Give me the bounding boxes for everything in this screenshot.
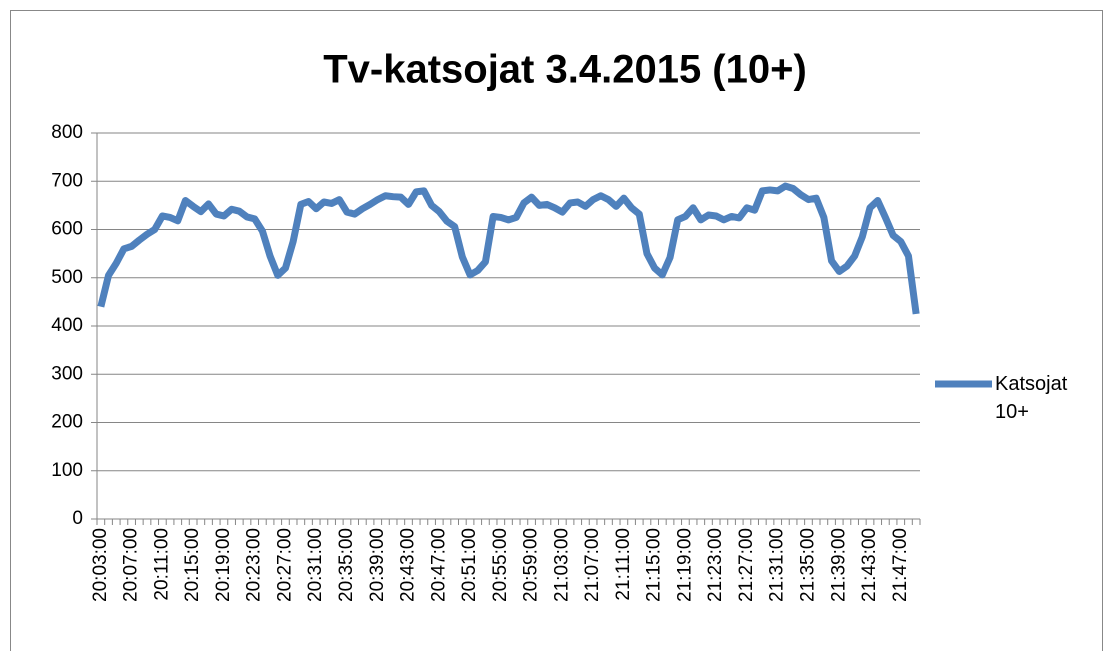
x-tick-label: 21:19:00	[674, 528, 695, 602]
y-tick-label: 200	[51, 412, 83, 433]
x-tick-label: 20:19:00	[213, 528, 234, 602]
x-tick-label: 20:11:00	[151, 528, 172, 601]
x-tick-label: 20:07:00	[121, 528, 142, 602]
x-tick-label: 20:43:00	[398, 528, 419, 602]
x-tick-label: 21:23:00	[705, 528, 726, 602]
y-tick-label: 300	[51, 363, 83, 384]
x-tick-label: 20:15:00	[182, 528, 203, 602]
y-tick-label: 400	[51, 315, 83, 336]
x-tick-label: 21:43:00	[859, 528, 880, 602]
x-tick-label: 20:39:00	[367, 528, 388, 602]
x-tick-label: 21:07:00	[582, 528, 603, 602]
x-tick-label: 20:31:00	[305, 528, 326, 602]
y-tick-label: 500	[51, 267, 83, 288]
x-tick-label: 20:59:00	[521, 528, 542, 602]
x-tick-label: 20:35:00	[336, 528, 357, 602]
x-tick-label: 20:03:00	[90, 528, 111, 602]
legend-label: Katsojat 10+	[995, 373, 1068, 423]
x-tick-label: 21:31:00	[767, 528, 788, 602]
x-tick-label: 21:03:00	[551, 528, 572, 602]
x-tick-label: 21:11:00	[613, 528, 634, 601]
y-tick-label: 600	[51, 219, 83, 240]
chart-title: Tv-katsojat 3.4.2015 (10+)	[323, 48, 807, 92]
x-tick-label: 21:27:00	[736, 528, 757, 602]
y-tick-label: 0	[72, 508, 83, 529]
legend: Katsojat 10+	[995, 370, 1095, 426]
x-tick-label: 21:39:00	[828, 528, 849, 602]
x-tick-label: 21:35:00	[797, 528, 818, 602]
x-tick-label: 21:47:00	[890, 528, 911, 602]
y-tick-label: 700	[51, 170, 83, 191]
x-tick-label: 20:55:00	[490, 528, 511, 602]
x-tick-label: 20:47:00	[428, 528, 449, 602]
series-line	[97, 182, 920, 315]
x-tick-label: 20:51:00	[459, 528, 480, 602]
y-tick-label: 800	[51, 122, 83, 143]
x-tick-label: 20:27:00	[274, 528, 295, 602]
y-tick-label: 100	[51, 460, 83, 481]
x-tick-label: 20:23:00	[244, 528, 265, 602]
legend-item: Katsojat 10+	[995, 370, 1095, 426]
x-tick-label: 21:15:00	[644, 528, 665, 602]
